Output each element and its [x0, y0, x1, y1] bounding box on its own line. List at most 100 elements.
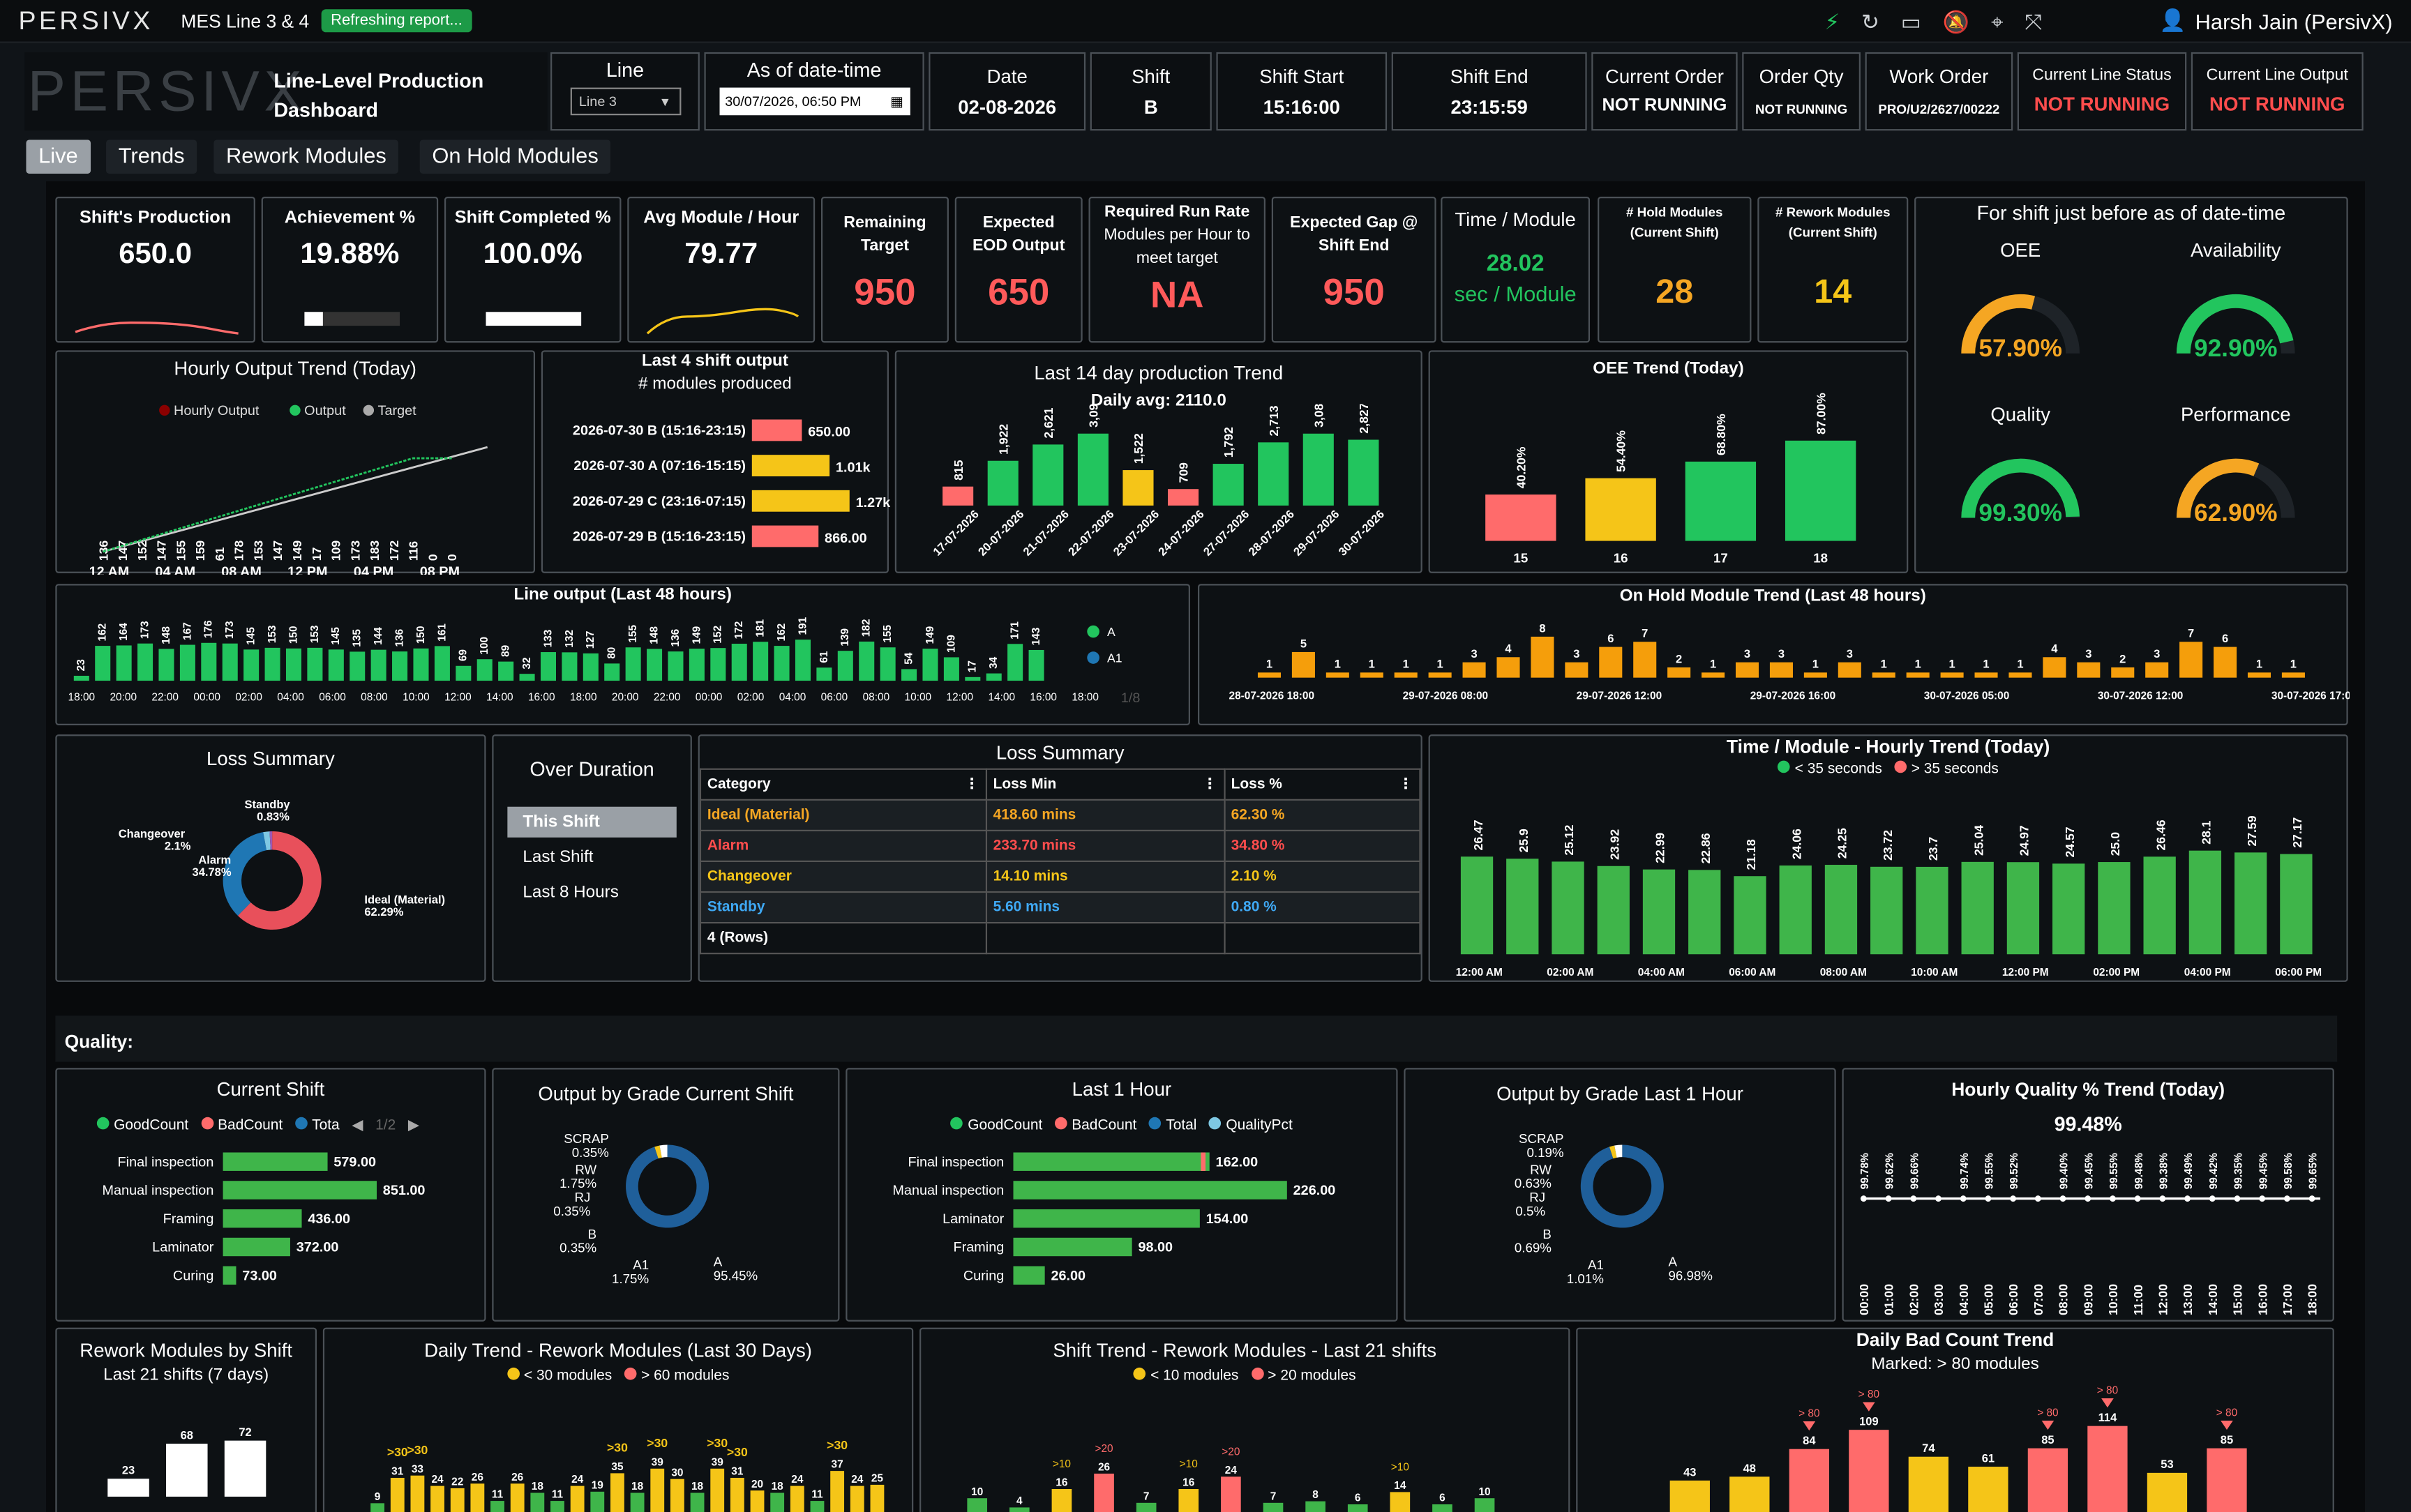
- legend-prev-icon[interactable]: ◀: [352, 1117, 363, 1135]
- cell-loss-min: 5.60 mins: [985, 891, 1225, 924]
- header-label: Loss Min: [993, 776, 1057, 793]
- legend-item[interactable]: GoodCount: [950, 1117, 1042, 1134]
- tab-rework-modules[interactable]: Rework Modules: [213, 139, 399, 174]
- gauge-label: OEE: [2000, 239, 2041, 261]
- chart-title: Hourly Quality % Trend (Today): [1951, 1078, 2225, 1101]
- bar: [943, 657, 959, 681]
- data-label: 80: [606, 647, 618, 659]
- menu-icon[interactable]: ⋮: [964, 776, 979, 793]
- bar: [1474, 1498, 1495, 1512]
- line-select[interactable]: Line 3 ▼: [569, 87, 681, 116]
- legend-item[interactable]: > 20 modules: [1251, 1367, 1356, 1384]
- bar: [1872, 672, 1895, 678]
- col-loss-min[interactable]: Loss Min ⋮: [985, 768, 1225, 801]
- cell-category: Standby: [699, 891, 987, 924]
- data-label: 68: [181, 1428, 193, 1442]
- legend-item[interactable]: QualityPct: [1209, 1117, 1293, 1134]
- legend-item[interactable]: GoodCount: [96, 1117, 188, 1134]
- legend-next-icon[interactable]: ▶: [407, 1117, 419, 1135]
- app-logo[interactable]: PERSIVX: [18, 5, 153, 35]
- bar: [434, 646, 450, 681]
- table-footer-row: 4 (Rows): [699, 921, 1421, 955]
- legend-item[interactable]: Tota: [294, 1117, 340, 1134]
- table-row[interactable]: Alarm 233.70 mins 34.80 %: [699, 829, 1421, 863]
- kpi-label-line: Expected Gap @: [1290, 213, 1418, 232]
- legend-item[interactable]: < 30 modules: [506, 1367, 612, 1384]
- bar: [519, 674, 535, 681]
- bar: [1769, 662, 1793, 678]
- bar: [430, 1485, 444, 1512]
- data-label: 53: [2161, 1458, 2173, 1471]
- data-label: 162: [97, 623, 109, 642]
- data-label: 37: [832, 1459, 843, 1471]
- kpi-label-line: (Current Shift): [1630, 224, 1719, 240]
- legend-item[interactable]: < 10 modules: [1133, 1367, 1238, 1384]
- grade-pct: 0.19%: [1526, 1145, 1563, 1160]
- data-label: 135: [352, 629, 363, 647]
- kpi-label-line: Remaining: [843, 213, 926, 232]
- data-label: 3,090: [1087, 404, 1101, 427]
- cell-category: Ideal (Material): [699, 799, 987, 831]
- tick-label: 30-07-2026 12:00: [2098, 690, 2184, 702]
- lightning-icon[interactable]: ⚡: [1824, 9, 1840, 34]
- data-label: 2,827: [1357, 404, 1371, 433]
- duration-this-shift[interactable]: This Shift: [507, 806, 677, 838]
- legend-item[interactable]: BadCount: [1054, 1117, 1136, 1134]
- data-label: 1: [1915, 658, 1921, 671]
- kpi-expected-eod: Expected EOD Output 650: [954, 197, 1083, 343]
- legend-item[interactable]: > 35 seconds: [1894, 760, 1999, 778]
- cell-loss-pct: 62.30 %: [1223, 799, 1421, 831]
- table-row[interactable]: Standby 5.60 mins 0.80 %: [699, 891, 1421, 924]
- bar: [1258, 442, 1289, 506]
- data-label: 150: [287, 626, 299, 644]
- data-label: 39: [652, 1456, 663, 1468]
- tab-on-hold-modules[interactable]: On Hold Modules: [419, 139, 611, 174]
- table-row[interactable]: Changeover 14.10 mins 2.10 %: [699, 860, 1421, 893]
- binoculars-icon[interactable]: ⌖: [1991, 9, 2004, 34]
- calendar-icon[interactable]: ▦: [890, 93, 903, 109]
- data-label: 19: [592, 1479, 603, 1491]
- line48-panel: Line output (Last 48 hours) 23 162 164 173 1…: [55, 584, 1190, 725]
- col-category[interactable]: Category ⋮: [699, 768, 987, 801]
- marker-label: > 80: [2037, 1407, 2058, 1419]
- kpi-unit: sec / Module: [1454, 281, 1577, 306]
- data-label: 18: [631, 1481, 644, 1492]
- duration-last-shift[interactable]: Last Shift: [523, 848, 594, 867]
- data-label: 116: [407, 541, 421, 561]
- bar: [1462, 662, 1486, 678]
- asof-input[interactable]: 30/07/2026, 06:50 PM ▦: [719, 87, 910, 116]
- tab-trends[interactable]: Trends: [106, 139, 197, 174]
- bad-count-chart: 43 48 84 > 80 109 > 80 74 61 85 > 80 114 > 80 53 85 > …: [1669, 1384, 2247, 1512]
- chart-title: OEE Trend (Today): [1593, 359, 1744, 379]
- menu-icon[interactable]: ⋮: [1202, 776, 1217, 793]
- marker-triangle: [2101, 1398, 2114, 1408]
- user-name: Harsh Jain (PersivX): [2195, 8, 2393, 33]
- gauge-value: 99.30%: [1978, 499, 2062, 527]
- line-select-value: Line 3: [578, 93, 617, 109]
- tab-live[interactable]: Live: [26, 139, 91, 174]
- grade-label: B: [588, 1227, 597, 1241]
- legend-item[interactable]: Total: [1148, 1117, 1196, 1134]
- comment-icon[interactable]: ▭: [1900, 9, 1921, 34]
- bar: [550, 1501, 564, 1512]
- col-loss-pct[interactable]: Loss % ⋮: [1223, 768, 1421, 801]
- table-row[interactable]: Ideal (Material) 418.60 mins 62.30 %: [699, 799, 1421, 831]
- legend-item[interactable]: < 35 seconds: [1778, 760, 1882, 778]
- collapse-icon[interactable]: ⤧: [2025, 9, 2043, 34]
- kpi-label-line: # Hold Modules: [1626, 204, 1723, 220]
- refresh-icon[interactable]: ↻: [1861, 9, 1879, 34]
- data-label: 61: [1982, 1451, 1995, 1465]
- user-menu[interactable]: 👤 Harsh Jain (PersivX): [2159, 8, 2393, 33]
- duration-last-8-hours[interactable]: Last 8 Hours: [523, 883, 619, 902]
- donut-slice: [659, 1144, 668, 1158]
- legend-item[interactable]: > 60 modules: [624, 1367, 729, 1384]
- legend-item[interactable]: BadCount: [200, 1117, 283, 1134]
- chart-legend: GoodCount BadCount Total QualityPct: [847, 1117, 1396, 1134]
- data-label: 26.00: [1051, 1268, 1086, 1283]
- tick-label: 22:00: [151, 692, 179, 704]
- order-qty-label: Order Qty: [1759, 66, 1844, 88]
- data-label: 3: [1847, 647, 1853, 660]
- bar: [590, 1491, 605, 1512]
- bell-off-icon[interactable]: 🔕: [1942, 9, 1970, 34]
- menu-icon[interactable]: ⋮: [1398, 776, 1413, 793]
